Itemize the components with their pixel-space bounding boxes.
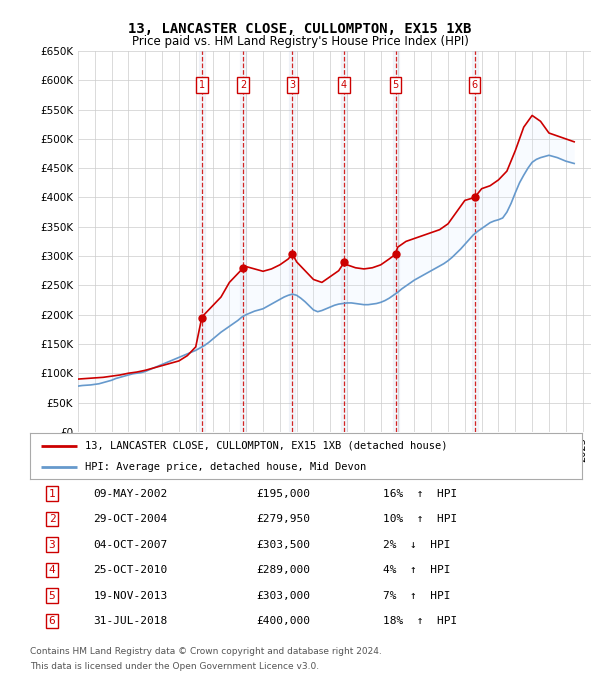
Bar — [341, 51, 347, 432]
Text: 1: 1 — [199, 80, 205, 90]
Text: 25-OCT-2010: 25-OCT-2010 — [94, 565, 168, 575]
Text: 2: 2 — [240, 80, 247, 90]
Text: Price paid vs. HM Land Registry's House Price Index (HPI): Price paid vs. HM Land Registry's House … — [131, 35, 469, 48]
Bar — [241, 51, 247, 432]
Text: £303,000: £303,000 — [256, 590, 310, 600]
Text: £289,000: £289,000 — [256, 565, 310, 575]
Text: 18%  ↑  HPI: 18% ↑ HPI — [383, 616, 458, 626]
Bar — [199, 51, 205, 432]
Text: 4: 4 — [341, 80, 347, 90]
Bar — [472, 51, 478, 432]
Text: 13, LANCASTER CLOSE, CULLOMPTON, EX15 1XB (detached house): 13, LANCASTER CLOSE, CULLOMPTON, EX15 1X… — [85, 441, 448, 451]
Text: £195,000: £195,000 — [256, 488, 310, 498]
Text: 3: 3 — [289, 80, 296, 90]
Text: 09-MAY-2002: 09-MAY-2002 — [94, 488, 168, 498]
Text: £303,500: £303,500 — [256, 539, 310, 549]
Text: 13, LANCASTER CLOSE, CULLOMPTON, EX15 1XB: 13, LANCASTER CLOSE, CULLOMPTON, EX15 1X… — [128, 22, 472, 36]
Text: 16%  ↑  HPI: 16% ↑ HPI — [383, 488, 458, 498]
Text: 5: 5 — [392, 80, 398, 90]
Text: This data is licensed under the Open Government Licence v3.0.: This data is licensed under the Open Gov… — [30, 662, 319, 671]
Text: 1: 1 — [49, 488, 55, 498]
Text: 19-NOV-2013: 19-NOV-2013 — [94, 590, 168, 600]
Text: 4: 4 — [49, 565, 55, 575]
Text: Contains HM Land Registry data © Crown copyright and database right 2024.: Contains HM Land Registry data © Crown c… — [30, 647, 382, 656]
Text: 31-JUL-2018: 31-JUL-2018 — [94, 616, 168, 626]
Text: 6: 6 — [472, 80, 478, 90]
Text: 6: 6 — [49, 616, 55, 626]
Text: £279,950: £279,950 — [256, 514, 310, 524]
Bar — [289, 51, 295, 432]
Text: 2: 2 — [49, 514, 55, 524]
Text: 10%  ↑  HPI: 10% ↑ HPI — [383, 514, 458, 524]
Text: 3: 3 — [49, 539, 55, 549]
Bar — [392, 51, 398, 432]
Text: £400,000: £400,000 — [256, 616, 310, 626]
Text: 04-OCT-2007: 04-OCT-2007 — [94, 539, 168, 549]
Text: 29-OCT-2004: 29-OCT-2004 — [94, 514, 168, 524]
Text: 7%  ↑  HPI: 7% ↑ HPI — [383, 590, 451, 600]
Text: 4%  ↑  HPI: 4% ↑ HPI — [383, 565, 451, 575]
Text: HPI: Average price, detached house, Mid Devon: HPI: Average price, detached house, Mid … — [85, 462, 367, 472]
Text: 5: 5 — [49, 590, 55, 600]
Text: 2%  ↓  HPI: 2% ↓ HPI — [383, 539, 451, 549]
